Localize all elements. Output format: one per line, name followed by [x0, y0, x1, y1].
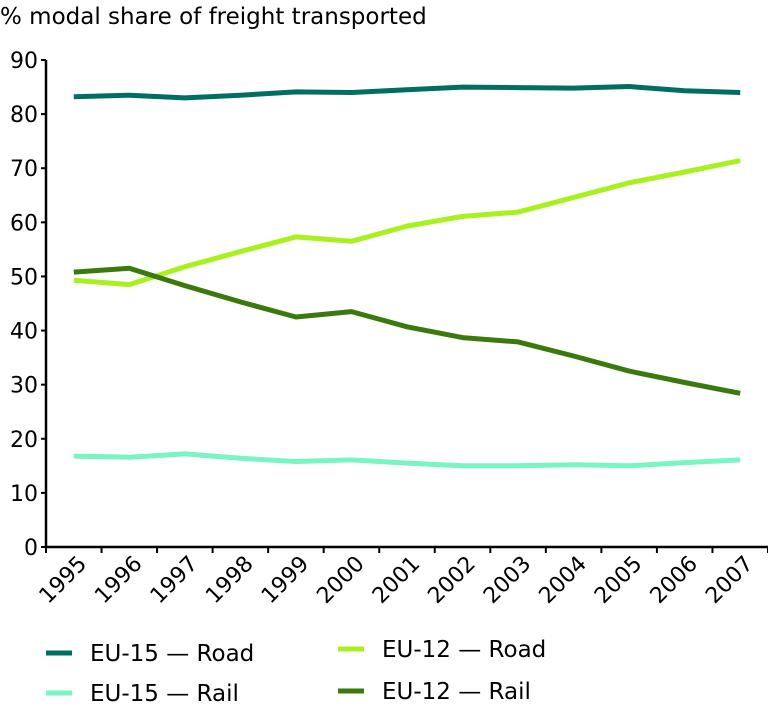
x-tick-label: 1999 [257, 552, 314, 609]
legend: EU-15 — Road EU-12 — Road EU-15 — Rail EU-1… [46, 637, 546, 707]
y-tick-label: 90 [10, 49, 38, 74]
x-tick-label: 2007 [701, 552, 758, 609]
y-tick-label: 10 [10, 482, 38, 507]
legend-label: EU-15 — Rail [90, 681, 239, 707]
x-tick-label: 1998 [201, 552, 258, 609]
chart-title: % modal share of freight transported [0, 4, 427, 30]
y-tick-label: 40 [10, 320, 38, 345]
series-line-1 [73, 158, 741, 288]
x-tick-label: 2006 [646, 552, 703, 609]
x-tick-label: 2003 [479, 552, 536, 609]
legend-label: EU-12 — Rail [382, 679, 531, 705]
x-tick-label: 2000 [312, 552, 369, 609]
y-tick-label: 50 [10, 265, 38, 290]
x-tick-label: 2001 [368, 552, 425, 609]
series-line-2 [73, 451, 741, 469]
series-line-3 [73, 265, 741, 396]
y-tick-label: 70 [10, 157, 38, 182]
x-tick-label: 2004 [535, 552, 592, 609]
y-tick-label: 20 [10, 428, 38, 453]
y-tick-label: 0 [24, 536, 38, 561]
legend-label: EU-12 — Road [382, 637, 546, 663]
x-tick-label: 1997 [146, 552, 203, 609]
legend-label: EU-15 — Road [90, 641, 254, 667]
y-tick-label: 80 [10, 103, 38, 128]
series-lines [73, 84, 741, 469]
y-tick-label: 30 [10, 374, 38, 399]
series-line-0 [73, 84, 741, 101]
x-tick-label: 1995 [35, 552, 92, 609]
y-tick-label: 60 [10, 211, 38, 236]
axes: 0102030405060708090199519961997199819992… [10, 49, 768, 609]
x-tick-label: 1996 [90, 552, 147, 609]
x-tick-label: 2005 [590, 552, 647, 609]
x-tick-label: 2002 [424, 552, 481, 609]
